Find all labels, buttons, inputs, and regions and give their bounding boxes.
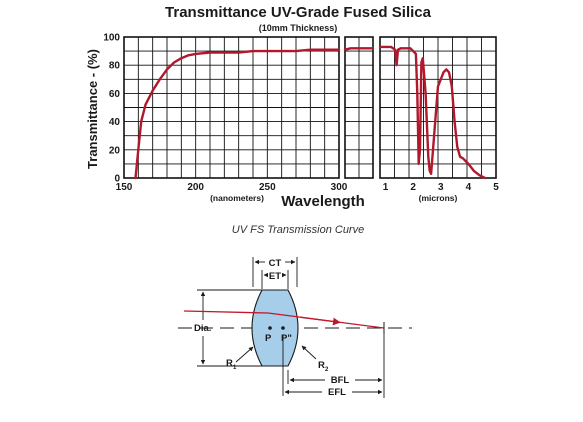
r1-label: R (226, 358, 233, 369)
y-tick-label: 40 (109, 117, 121, 128)
chart-panel-2 (343, 36, 375, 179)
transmittance-series-line (343, 47, 375, 51)
bfl-label: BFL (331, 375, 350, 386)
y-tick-label: 60 (109, 89, 121, 100)
panel-frame (344, 36, 374, 179)
x-unit-labels: (nanometers) (microns) (210, 193, 457, 203)
chart-panels (123, 36, 497, 180)
r1-subscript: 1 (233, 365, 237, 371)
x-tick-label: 2 (410, 182, 416, 193)
x-tick-label: 250 (259, 182, 276, 193)
transmittance-series-line (134, 48, 341, 180)
chart-panel-3 (378, 36, 497, 180)
x-unit-label: (nanometers) (210, 193, 264, 203)
x-unit-label: (microns) (419, 193, 458, 203)
chart-subtitle: (10mm Thickness) (259, 23, 338, 33)
y-tick-labels: 0 20 40 60 80 100 (103, 33, 120, 185)
x-tick-label: 150 (116, 182, 133, 193)
p-label: P (265, 333, 272, 344)
ray-direction-arrow (299, 316, 341, 326)
y-tick-label: 100 (103, 33, 120, 44)
y-tick-label: 20 (109, 145, 121, 156)
x-tick-label: 1 (383, 182, 389, 193)
x-tick-label: 3 (438, 182, 444, 193)
dia-label: Dia. (194, 323, 211, 334)
x-tick-label: 300 (331, 182, 348, 193)
panel-frame (123, 36, 340, 179)
et-label: ET (269, 271, 281, 282)
chart-panel-1 (123, 36, 341, 180)
y-tick-label: 80 (109, 61, 121, 72)
figure-caption: UV FS Transmission Curve (232, 224, 364, 236)
ct-label: CT (269, 258, 282, 269)
y-tick-label: 0 (114, 174, 120, 185)
efl-label: EFL (328, 387, 346, 398)
r2-label: R (318, 360, 325, 371)
r2-leader (301, 345, 317, 360)
light-ray (183, 310, 385, 329)
x-tick-label: 4 (466, 182, 472, 193)
biconvex-lens (251, 289, 299, 367)
r2-subscript: 2 (325, 367, 329, 373)
lens-diagram: CT ET Dia. P P" R 1 R 2 BFL (178, 257, 412, 398)
r1-leader (235, 346, 254, 363)
principal-point-p (268, 326, 272, 330)
x-tick-labels: 150 200 250 300 1 2 3 4 5 (116, 182, 500, 193)
transmittance-series-line (378, 45, 487, 180)
x-axis-label: Wavelength (281, 193, 365, 210)
y-axis-label: Transmittance - (%) (85, 49, 100, 169)
chart-title: Transmittance UV-Grade Fused Silica (165, 4, 432, 21)
x-tick-label: 200 (187, 182, 204, 193)
x-tick-label: 5 (493, 182, 499, 193)
p-prime-label: P" (281, 333, 292, 344)
transmission-chart: Transmittance UV-Grade Fused Silica (10m… (85, 4, 499, 210)
panel-frame (379, 36, 497, 179)
principal-point-p-prime (281, 326, 285, 330)
